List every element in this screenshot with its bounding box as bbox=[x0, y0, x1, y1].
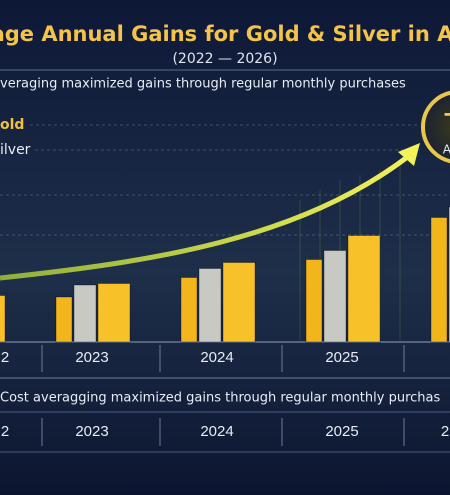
footer-year: 2024 bbox=[200, 423, 233, 440]
bar bbox=[347, 235, 381, 343]
footer: Cost averagging maximized gains through … bbox=[0, 391, 440, 406]
bar bbox=[198, 268, 222, 343]
guides bbox=[0, 124, 450, 236]
bar bbox=[305, 259, 323, 343]
trend-arrow bbox=[0, 153, 412, 281]
footer-year: 2 bbox=[1, 423, 9, 440]
bar bbox=[222, 262, 256, 343]
subtitle: (2022 — 2026) bbox=[172, 51, 277, 67]
bar bbox=[0, 295, 6, 343]
x-tick-label: 2 bbox=[1, 349, 9, 366]
footer-year: 2025 bbox=[325, 423, 358, 440]
bar bbox=[73, 284, 97, 343]
bar bbox=[55, 296, 73, 343]
arrow-head bbox=[398, 143, 420, 166]
legend-label: ilver bbox=[0, 142, 31, 158]
title: rage Annual Gains for Gold & Silver in A… bbox=[0, 22, 450, 46]
x-tick-label: 2023 bbox=[75, 349, 108, 366]
separators bbox=[41, 345, 405, 446]
bar bbox=[180, 277, 198, 343]
description: veraging maximized gains through regular… bbox=[0, 77, 406, 92]
legend-label: old bbox=[0, 117, 24, 133]
bar bbox=[323, 250, 347, 343]
x-tick-label: 2025 bbox=[325, 349, 358, 366]
x-tick-label: 2024 bbox=[200, 349, 233, 366]
bar bbox=[97, 283, 131, 343]
footer-year: 2023 bbox=[75, 423, 108, 440]
bar bbox=[430, 217, 448, 343]
footer-year: 2 bbox=[441, 423, 449, 440]
badge-text: Av bbox=[443, 143, 450, 157]
badge-symbol: + bbox=[442, 100, 450, 128]
badge bbox=[421, 90, 450, 164]
